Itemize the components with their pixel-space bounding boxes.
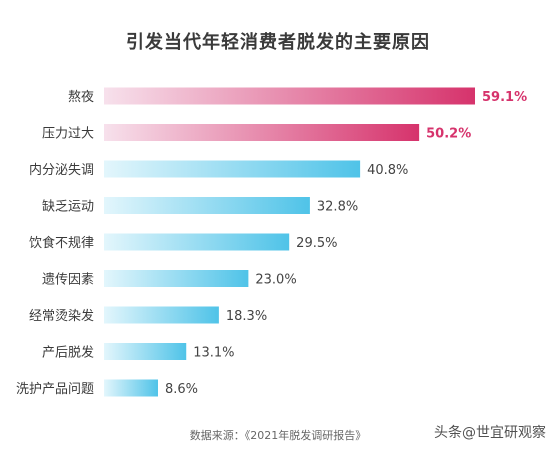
category-label: 产后脱发 [42,345,94,361]
value-label: 18.3% [226,309,267,324]
bar [104,87,475,105]
category-label: 内分泌失调 [29,162,94,178]
value-label: 50.2% [426,127,471,142]
bar [104,306,219,324]
value-label: 59.1% [482,90,527,105]
value-label: 40.8% [367,163,408,178]
bar [104,270,249,287]
value-label: 29.5% [296,236,337,251]
category-label: 饮食不规律 [29,235,94,251]
value-label: 32.8% [317,200,358,215]
value-label: 13.1% [193,346,234,361]
category-label: 洗护产品问题 [16,382,94,397]
bar [104,233,290,251]
bar [104,197,310,214]
watermark: 头条@世宜研观察 [434,425,546,441]
value-label: 23.0% [255,273,296,288]
value-label: 8.6% [165,382,198,397]
bar [104,343,187,360]
category-label: 缺乏运动 [42,200,94,215]
category-label: 熬夜 [68,89,94,105]
category-label: 遗传因素 [42,273,94,288]
category-label: 经常烫染发 [29,308,94,324]
category-label: 压力过大 [42,127,94,142]
data-source-note: 数据来源：《2021年脱发调研报告》 [189,429,367,442]
chart-title: 引发当代年轻消费者脱发的主要原因 [126,32,430,53]
bar [104,160,361,178]
bar [104,124,420,141]
bar [104,379,158,397]
